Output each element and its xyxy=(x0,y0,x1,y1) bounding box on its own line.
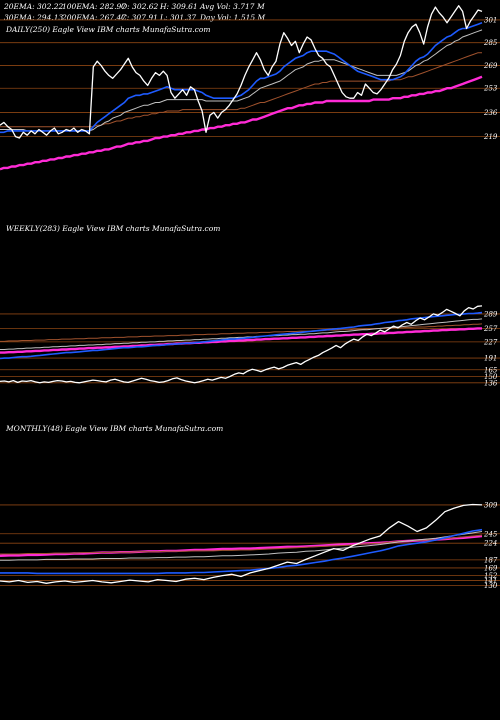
monthly-series-ema-mid xyxy=(0,531,483,561)
header-high: H: 309.61 xyxy=(160,2,198,11)
weekly-tick-label: 165 xyxy=(484,366,498,374)
monthly-panel-label: MONTHLY(48) Eagle View IBM charts Munafa… xyxy=(6,424,224,433)
daily-series-ema-long xyxy=(0,75,483,171)
header-30ema: 30EMA: 294.13 xyxy=(4,13,64,22)
weekly-tick-label: 150 xyxy=(484,373,498,381)
daily-series-ema-fast xyxy=(0,22,483,134)
weekly-series-close xyxy=(0,305,483,384)
daily-series-ema-mid xyxy=(0,29,483,132)
weekly-tick-label: 257 xyxy=(483,325,498,333)
weekly-series-ema-long xyxy=(0,327,482,354)
header-100ema: 100EMA: 282.97 xyxy=(62,2,127,11)
monthly-series-close xyxy=(0,503,483,584)
daily-tick-label: 301 xyxy=(484,16,497,24)
daily-tick-label: 236 xyxy=(483,109,498,117)
header-200ema: 200EMA: 267.47 xyxy=(62,13,127,22)
weekly-tick-label: 289 xyxy=(483,310,498,318)
header-avg-vol: Avg Vol: 3.717 M xyxy=(200,2,265,11)
daily-tick-label: 285 xyxy=(483,39,498,47)
monthly-tick-label: 187 xyxy=(484,556,498,564)
weekly-series-ema-slow xyxy=(0,323,483,342)
monthly-series-ema-fast xyxy=(0,528,483,575)
monthly-tick-label: 130 xyxy=(484,582,498,590)
weekly-panel-label: WEEKLY(283) Eagle View IBM charts Munafa… xyxy=(6,224,221,233)
weekly-tick-label: 191 xyxy=(484,355,497,363)
daily-panel-label: DAILY(250) Eagle View IBM charts MunafaS… xyxy=(6,25,211,34)
header-open: O: 302.62 xyxy=(121,2,159,11)
daily-tick-label: 269 xyxy=(483,62,498,70)
monthly-tick-label: 152 xyxy=(484,572,498,580)
header-day-vol: Day Vol: 1.515 M xyxy=(200,13,266,22)
header-20ema: 20EMA: 302.22 xyxy=(4,2,64,11)
daily-series-close xyxy=(0,5,483,139)
daily-tick-label: 253 xyxy=(483,85,498,93)
weekly-tick-label: 227 xyxy=(483,338,498,346)
header-low: L: 301.37 xyxy=(160,13,197,22)
monthly-tick-label: 224 xyxy=(483,540,497,548)
monthly-tick-label: 309 xyxy=(484,501,498,509)
daily-series-ema-slow xyxy=(0,52,482,128)
weekly-series-ema-fast xyxy=(0,311,483,360)
daily-chart: 301 285 269 253 236 219 xyxy=(0,5,500,171)
monthly-tick-label: 141 xyxy=(484,577,497,585)
monthly-tick-label: 245 xyxy=(483,530,498,538)
weekly-series-ema-mid xyxy=(0,318,483,350)
header-close: C: 307.91 xyxy=(121,13,158,22)
monthly-tick-label: 169 xyxy=(484,564,498,572)
daily-tick-label: 219 xyxy=(483,133,498,141)
weekly-tick-label: 136 xyxy=(484,379,498,387)
